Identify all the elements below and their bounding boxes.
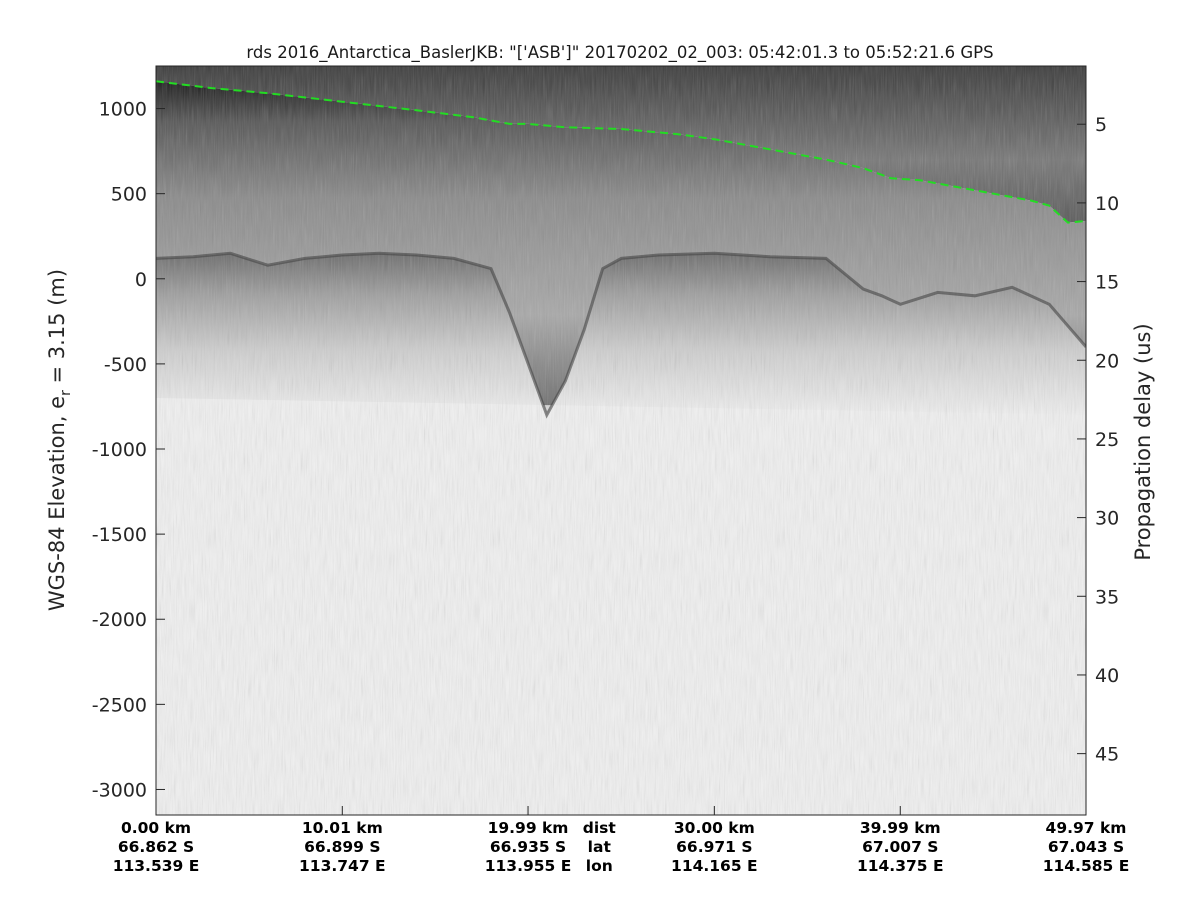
left-tick-label: 0 <box>135 269 147 291</box>
left-tick-label: -2000 <box>92 609 147 631</box>
right-tick-label: 10 <box>1095 193 1119 215</box>
bed-reflector <box>156 251 1086 419</box>
left-y-axis-label: WGS-84 Elevation, er = 3.15 (m) <box>45 269 74 611</box>
x-tick-lon-label: 114.585 E <box>1043 857 1130 875</box>
x-tick-lon-label: 114.375 E <box>857 857 944 875</box>
x-tick-dist-label: 19.99 km <box>488 819 569 837</box>
left-tick-label: -1000 <box>92 439 147 461</box>
x-tick-dist-label: 10.01 km <box>302 819 383 837</box>
right-tick-label: 5 <box>1095 114 1107 136</box>
x-tick-lat-label: 66.971 S <box>676 838 752 856</box>
x-tick-lon-label: 113.955 E <box>485 857 572 875</box>
right-tick-label: 45 <box>1095 744 1119 766</box>
right-tick-label: 25 <box>1095 429 1119 451</box>
right-y-axis-label: Propagation delay (us) <box>1131 323 1155 560</box>
left-tick-label: -1500 <box>92 524 147 546</box>
right-tick-label: 40 <box>1095 665 1119 687</box>
left-y-axis: 1000 500 0 -500 -1000 -1500 -2000 -2500 -3000 <box>92 99 165 801</box>
x-tick-lat-label: 66.862 S <box>118 838 194 856</box>
x-tick-dist-label: 49.97 km <box>1046 819 1127 837</box>
right-tick-label: 20 <box>1095 350 1119 372</box>
x-row-label-lon: lon <box>586 857 613 875</box>
right-y-axis: 5 10 15 20 25 30 35 40 45 <box>1077 114 1119 766</box>
x-tick-lat-label: 67.043 S <box>1048 838 1124 856</box>
left-tick-label: -2500 <box>92 694 147 716</box>
x-tick-lat-label: 66.899 S <box>304 838 380 856</box>
x-tick-lat-label: 66.935 S <box>490 838 566 856</box>
left-tick-label: 1000 <box>99 99 147 121</box>
chart-title: rds 2016_Antarctica_BaslerJKB: "['ASB']"… <box>246 43 993 63</box>
axes-frame <box>155 65 1087 816</box>
x-tick-dist-label: 0.00 km <box>121 819 191 837</box>
x-tick-lat-label: 67.007 S <box>862 838 938 856</box>
x-tick-dist-label: 39.99 km <box>860 819 941 837</box>
surface-pick-line <box>156 80 1086 224</box>
right-tick-label: 15 <box>1095 272 1119 294</box>
x-tick-lon-label: 114.165 E <box>671 857 758 875</box>
x-row-label-lat: lat <box>588 838 612 856</box>
right-tick-label: 35 <box>1095 586 1119 608</box>
plot-area <box>155 65 1087 816</box>
left-tick-label: -500 <box>104 354 147 376</box>
left-tick-label: -3000 <box>92 779 147 801</box>
left-tick-label: 500 <box>111 184 147 206</box>
right-tick-label: 30 <box>1095 508 1119 530</box>
x-row-label-dist: dist <box>583 819 617 837</box>
x-tick-lon-label: 113.539 E <box>113 857 200 875</box>
x-tick-dist-label: 30.00 km <box>674 819 755 837</box>
x-tick-lon-label: 113.747 E <box>299 857 386 875</box>
speckle-texture <box>156 66 1086 815</box>
